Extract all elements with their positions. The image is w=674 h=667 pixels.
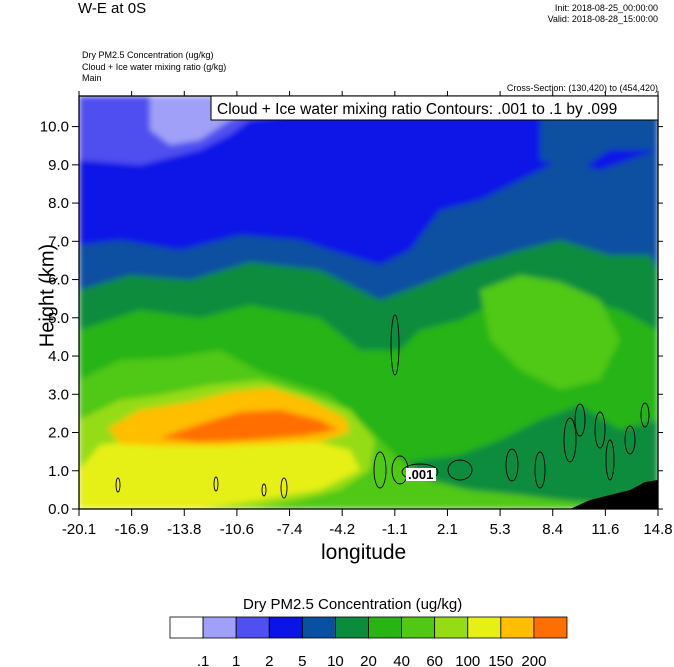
contour-value-text: .001 <box>408 467 433 482</box>
colorbar-box-2 <box>235 616 270 639</box>
x-tick-label-0: -20.1 <box>62 521 96 538</box>
y-tick-label-7: 7.0 <box>48 233 69 250</box>
y-tick-label-1: 1.0 <box>48 463 69 480</box>
x-tick-label-10: 11.6 <box>591 521 619 538</box>
cloud-contour-10 <box>605 439 615 481</box>
colorbar-title: Dry PM2.5 Concentration (ug/kg) <box>243 596 463 613</box>
colorbar-box-1 <box>202 616 237 639</box>
colorbar-box-10 <box>500 616 535 639</box>
cloud-contour-12 <box>640 402 650 428</box>
cloud-contours <box>115 314 650 499</box>
y-tick-label-8: 8.0 <box>48 195 69 212</box>
cloud-contour-13 <box>280 477 288 499</box>
cloud-contour-6 <box>534 451 546 489</box>
contour-value-label: .001 <box>406 467 436 482</box>
colorbar-box-8 <box>434 616 469 639</box>
x-tick-label-8: 5.3 <box>490 521 511 538</box>
pm25-filled-contours <box>79 96 658 509</box>
cloud-contour-0 <box>390 314 400 376</box>
cloud-contour-14 <box>213 476 219 492</box>
green-light-right <box>480 275 620 390</box>
plot-title: W-E at 0S <box>78 0 147 17</box>
x-tick-label-4: -7.4 <box>277 521 303 538</box>
x-tick-label-6: -1.1 <box>382 521 408 538</box>
colorbar-box-6 <box>368 616 402 639</box>
field-line-3: Main <box>82 73 102 83</box>
valid-time: Valid: 2018-08-28_15:00:00 <box>547 14 658 24</box>
x-tick-label-9: 8.4 <box>542 521 563 538</box>
x-axis-label: longitude <box>321 541 407 564</box>
colorbar-box-5 <box>335 616 369 639</box>
init-time: Init: 2018-08-25_00:00:00 <box>554 3 658 13</box>
field-line-1: Dry PM2.5 Concentration (ug/kg) <box>82 50 214 60</box>
colorbar-label-7: 60 <box>426 653 443 667</box>
field-line-2: Cloud + Ice water mixing ratio (g/kg) <box>82 62 227 72</box>
colorbar-label-4: 10 <box>327 653 344 667</box>
colorbar-box-11 <box>533 616 568 639</box>
colorbar-box-4 <box>301 616 336 639</box>
cloud-contour-11 <box>624 425 636 455</box>
cloud-contour-8 <box>574 403 586 437</box>
x-axis: -20.1 -16.9 -13.8 -10.6 -7.4 -4.2 -1.1 2.1 5.3 8.… <box>62 91 673 538</box>
yellow-plume-base <box>79 425 360 509</box>
cloud-contour-4 <box>447 459 473 481</box>
colorbar-label-2: 2 <box>265 653 273 667</box>
colorbar-label-5: 20 <box>360 653 377 667</box>
colorbar-label-6: 40 <box>393 653 410 667</box>
y-tick-label-0: 0.0 <box>48 501 69 518</box>
cloud-contour-9 <box>594 411 606 449</box>
y-axis: 0.0 1.0 2.0 3.0 4.0 5.0 6.0 7.0 8.0 9.0 10.0 <box>40 119 663 518</box>
cloud-contour-7 <box>563 417 577 463</box>
cloud-contour-1 <box>373 451 387 489</box>
cloud-contour-16 <box>261 483 267 497</box>
cloud-contour-5 <box>505 448 519 482</box>
x-tick-label-11: 14.8 <box>643 521 672 538</box>
colorbar-box-9 <box>467 616 502 639</box>
colorbar-label-9: 150 <box>488 653 513 667</box>
y-tick-label-4: 4.0 <box>48 348 69 365</box>
cloud-contour-15 <box>115 477 121 493</box>
x-tick-label-5: -4.2 <box>329 521 355 538</box>
y-axis-label: Height (km) <box>36 243 59 348</box>
colorbar-label-1: 1 <box>232 653 240 667</box>
colorbar-box-7 <box>401 616 436 639</box>
colorbar-box-3 <box>268 616 303 639</box>
x-tick-label-7: 2.1 <box>437 521 458 538</box>
colorbar-label-10: 200 <box>521 653 546 667</box>
y-tick-label-2: 2.0 <box>48 425 69 442</box>
y-tick-label-5: 5.0 <box>48 310 69 327</box>
cross-section-label: Cross-Section: (130,420) to (454,420) <box>506 83 658 93</box>
y-tick-label-6: 6.0 <box>48 272 69 289</box>
terrain <box>570 480 658 509</box>
contour-legend-text: Cloud + Ice water mixing ratio Contours:… <box>217 101 617 118</box>
y-tick-label-10: 10.0 <box>40 119 69 136</box>
x-tick-label-2: -13.8 <box>167 521 201 538</box>
x-tick-label-3: -10.6 <box>220 521 254 538</box>
colorbar-label-3: 5 <box>298 653 306 667</box>
y-tick-label-9: 9.0 <box>48 157 69 174</box>
colorbar-label-8: 100 <box>455 653 480 667</box>
colorbar-label-0: .1 <box>197 653 210 667</box>
y-tick-label-3: 3.0 <box>48 386 69 403</box>
contour-legend-box: Cloud + Ice water mixing ratio Contours:… <box>210 95 659 121</box>
x-tick-label-1: -16.9 <box>115 521 149 538</box>
orange-core <box>160 410 338 442</box>
colorbar-box-0 <box>169 616 204 639</box>
colorbar: .1 1 2 5 10 20 40 60 100 150 200 <box>169 616 568 667</box>
